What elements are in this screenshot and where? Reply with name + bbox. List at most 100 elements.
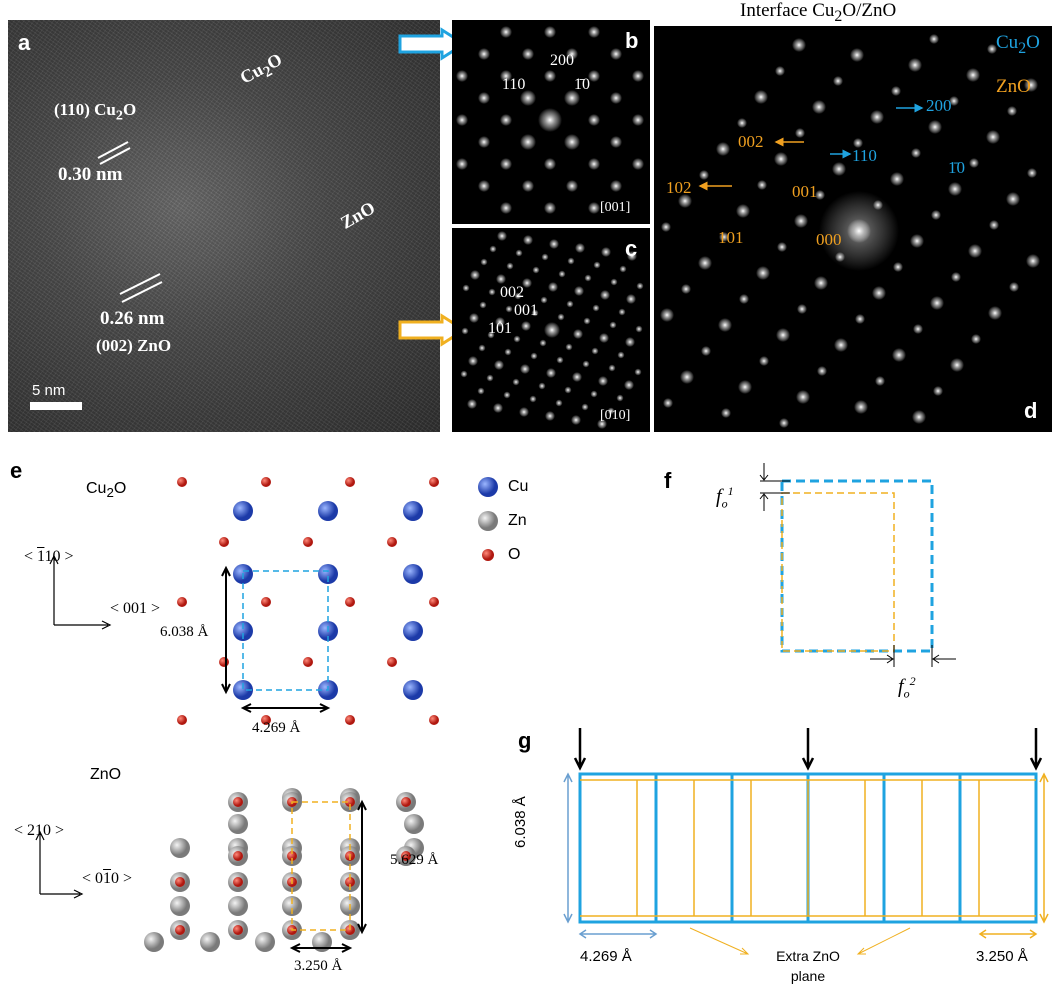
- diffraction-spot: [530, 352, 538, 360]
- diffraction-spot: [610, 278, 618, 286]
- zno-dim-v-arrow: [357, 799, 367, 935]
- diffraction-spot: [514, 292, 522, 300]
- diffraction-spot: [1026, 254, 1040, 268]
- diffraction-spot: [564, 90, 580, 106]
- diffraction-spot: [495, 317, 505, 327]
- diffraction-spot: [618, 308, 626, 316]
- g-extra-plane-line1: Extra ZnO: [776, 948, 840, 964]
- diffraction-spot: [797, 304, 807, 314]
- diffraction-spot: [911, 148, 921, 158]
- legend-zno: ZnO: [996, 76, 1031, 97]
- diffraction-spot: [833, 76, 843, 86]
- o-atom: [429, 477, 439, 487]
- c-spot-001: 001: [514, 302, 538, 319]
- diffraction-spot: [519, 407, 529, 417]
- diffraction-spot: [910, 234, 924, 248]
- zn-atom: [170, 838, 190, 858]
- diffraction-spot: [847, 219, 871, 243]
- o-atom: [345, 797, 355, 807]
- diffraction-spot: [544, 322, 560, 338]
- zno-axis-up-arrow: [35, 830, 45, 894]
- e-zno-dim-h: 3.250 Å: [294, 958, 343, 974]
- panel-c-letter: c: [625, 236, 638, 261]
- diffraction-spot: [931, 210, 941, 220]
- o-atom: [261, 477, 271, 487]
- diffraction-spot: [616, 394, 624, 402]
- zn-atom: [170, 896, 190, 916]
- diffraction-spot: [470, 270, 480, 280]
- diffraction-spot: [500, 70, 512, 82]
- diffraction-spot: [680, 370, 694, 384]
- diffraction-spot: [494, 360, 504, 370]
- d-cu-1bar10: 1̄0: [948, 158, 965, 177]
- diffraction-spot: [506, 262, 514, 270]
- dim-v-arrow: [221, 565, 231, 695]
- diffraction-spot: [949, 96, 959, 106]
- d-zn-001: 001: [792, 182, 818, 201]
- diffraction-spot: [549, 239, 559, 249]
- o-atom: [261, 597, 271, 607]
- diffraction-spot: [988, 306, 1002, 320]
- e-zno-axis-up: < 210 >: [14, 822, 65, 839]
- cu-atom: [403, 501, 423, 521]
- zn-legend-atom: [478, 511, 498, 531]
- panel-c-spots: [460, 231, 644, 429]
- panel-g-letter: g: [518, 728, 532, 753]
- diffraction-spot: [1009, 282, 1019, 292]
- legend-o: O: [508, 546, 521, 563]
- diffraction-spot: [617, 351, 625, 359]
- diffraction-spot: [817, 366, 827, 376]
- zno-002-label: (002) ZnO: [96, 336, 172, 355]
- e-axis-up: < 110 >: [24, 548, 74, 565]
- e-dim-h: 4.269 Å: [252, 720, 301, 736]
- diffraction-spot: [913, 324, 923, 334]
- diffraction-spot: [796, 390, 810, 404]
- diffraction-spot: [627, 251, 637, 261]
- o-atom: [345, 715, 355, 725]
- diffraction-spot: [558, 270, 566, 278]
- b-spot-110: 110: [502, 76, 526, 93]
- o-atom: [261, 715, 271, 725]
- zno-axis-right-arrow: [40, 889, 84, 899]
- diffraction-spot: [598, 376, 608, 386]
- diffraction-spot: [529, 395, 537, 403]
- diffraction-spot: [588, 70, 600, 82]
- b-spot-200: 200: [550, 52, 574, 69]
- diffraction-spot: [986, 130, 1000, 144]
- diffraction-spot: [624, 380, 634, 390]
- panel-f-diagram: [759, 463, 956, 667]
- o-atom: [177, 715, 187, 725]
- diffraction-spot: [777, 242, 787, 252]
- diffraction-spot: [634, 368, 642, 376]
- diffraction-spot: [718, 318, 732, 332]
- diffraction-spot: [792, 38, 806, 52]
- panel-a-hrtem-image: [8, 20, 440, 432]
- diffraction-spot: [719, 232, 729, 242]
- o-atom: [303, 537, 313, 547]
- diffraction-spot: [855, 314, 865, 324]
- diffraction-spot: [812, 100, 826, 114]
- diffraction-spot: [556, 356, 564, 364]
- d-cu-200: 200: [926, 96, 952, 115]
- diffraction-spot: [520, 364, 530, 374]
- diffraction-spot: [582, 360, 590, 368]
- g-dim-v-arrow: [563, 772, 573, 924]
- d-zn-102: 102: [666, 178, 692, 197]
- panel-f-letter: f: [664, 468, 672, 493]
- diffraction-spot: [632, 114, 644, 126]
- diffraction-spot: [835, 252, 845, 262]
- e-zno-dim-v: 5.629 Å: [390, 852, 439, 868]
- o-legend-atom: [482, 549, 494, 561]
- o-atom: [303, 657, 313, 667]
- diffraction-spot: [610, 92, 622, 104]
- diffraction-spot: [853, 138, 863, 148]
- diffraction-spot: [756, 266, 770, 280]
- diffraction-spot: [600, 290, 610, 300]
- diffraction-spot: [564, 134, 580, 150]
- legend-cu2o: Cu2O: [996, 32, 1040, 57]
- diffraction-spot: [590, 390, 598, 398]
- diffraction-spot: [663, 398, 673, 408]
- o-atom: [401, 797, 411, 807]
- diffraction-spot: [929, 34, 939, 44]
- o-atom: [177, 477, 187, 487]
